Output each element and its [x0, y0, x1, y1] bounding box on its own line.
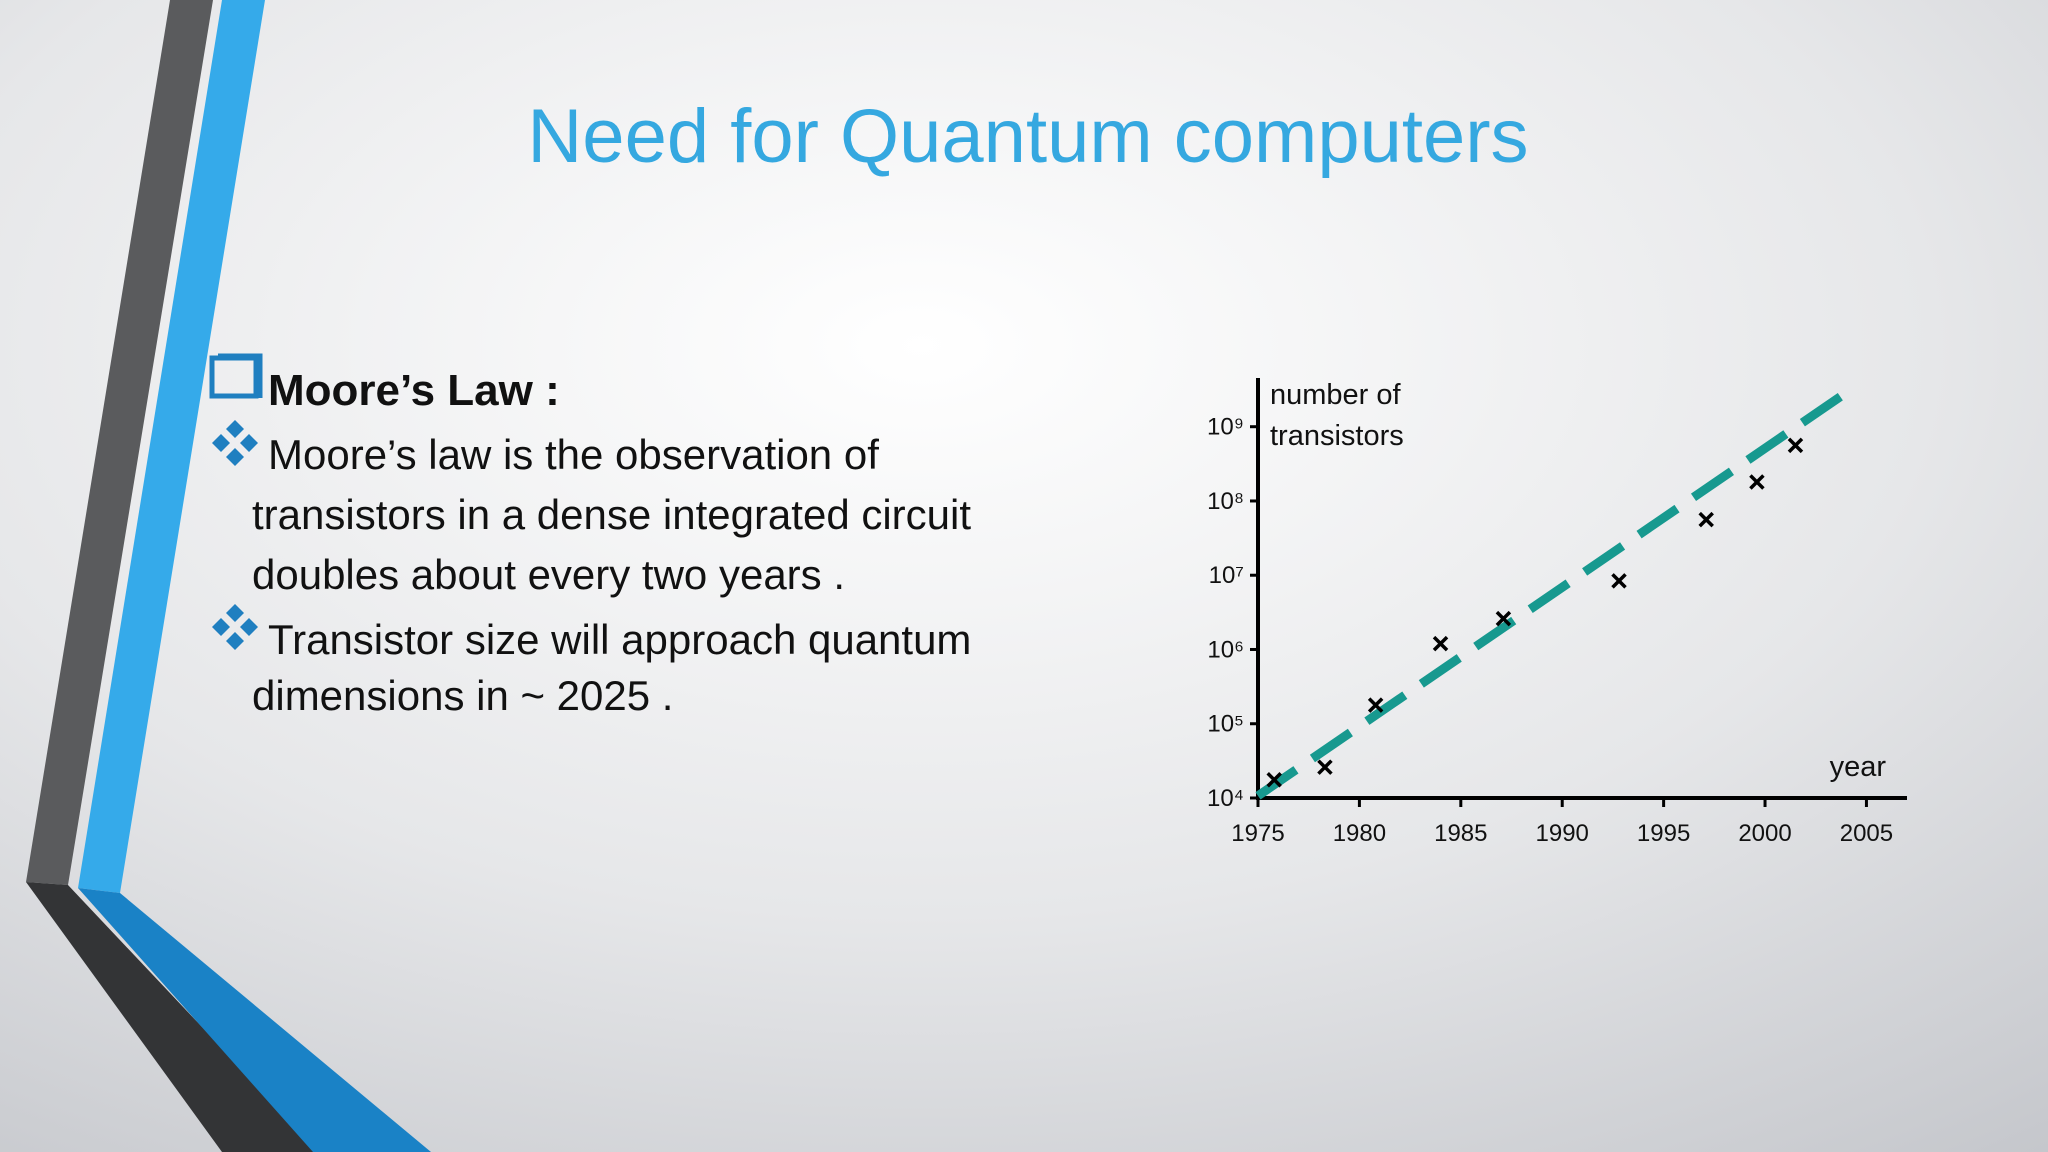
slide-title: Need for Quantum computers: [527, 94, 1528, 179]
y-tick-label: 10⁹: [1207, 414, 1244, 441]
bullet-text: doubles about every two years .: [252, 551, 845, 598]
x-tick-label: 1980: [1333, 820, 1386, 847]
x-tick-label: 1975: [1231, 820, 1284, 847]
data-point: [1432, 635, 1449, 652]
y-tick-label: 10⁴: [1207, 785, 1244, 812]
x-tick-label: 1985: [1434, 820, 1487, 847]
data-point: [1367, 697, 1384, 713]
trend-line: [1255, 387, 1851, 800]
x-tick-label: 1990: [1536, 820, 1589, 847]
y-tick-label: 10⁵: [1207, 711, 1244, 738]
bullet-text: Moore’s law is the observation of: [268, 431, 879, 478]
bullet-icon: [212, 604, 258, 650]
y-axis-label: transistors: [1270, 420, 1404, 452]
bullet-text: Transistor size will approach quantum: [268, 616, 971, 663]
data-point: [1787, 437, 1804, 454]
bullet-text: transistors in a dense integrated circui…: [252, 491, 971, 538]
x-axis-label: year: [1830, 751, 1887, 783]
bullet-text: dimensions in ~ 2025 .: [252, 672, 673, 719]
heading: Moore’s Law :: [268, 366, 560, 415]
data-point: [1317, 759, 1333, 775]
data-point: [1749, 474, 1765, 490]
y-tick-label: 10⁷: [1209, 562, 1244, 589]
stripe: [26, 0, 213, 885]
y-axis-label: number of: [1270, 379, 1402, 411]
x-tick-label: 2005: [1840, 820, 1893, 847]
x-tick-label: 2000: [1738, 820, 1791, 847]
chart: 10⁴ 10⁵ 10⁶ 10⁷ 10⁸ 10⁹ 1975 1980 1985 1990 1995 20…: [1207, 378, 1907, 847]
y-tick-label: 10⁶: [1207, 636, 1244, 663]
stripe: [26, 882, 320, 1152]
stripe: [78, 0, 265, 893]
y-tick-label: 10⁸: [1207, 488, 1244, 515]
data-point: [1266, 772, 1282, 788]
data-point: [1698, 511, 1714, 528]
bullet-icon: [212, 420, 258, 466]
data-point: [1495, 610, 1512, 627]
data-point: [1611, 573, 1627, 589]
x-tick-label: 1995: [1637, 820, 1690, 847]
bullet-icon: [218, 353, 263, 398]
stripe: [78, 888, 431, 1152]
